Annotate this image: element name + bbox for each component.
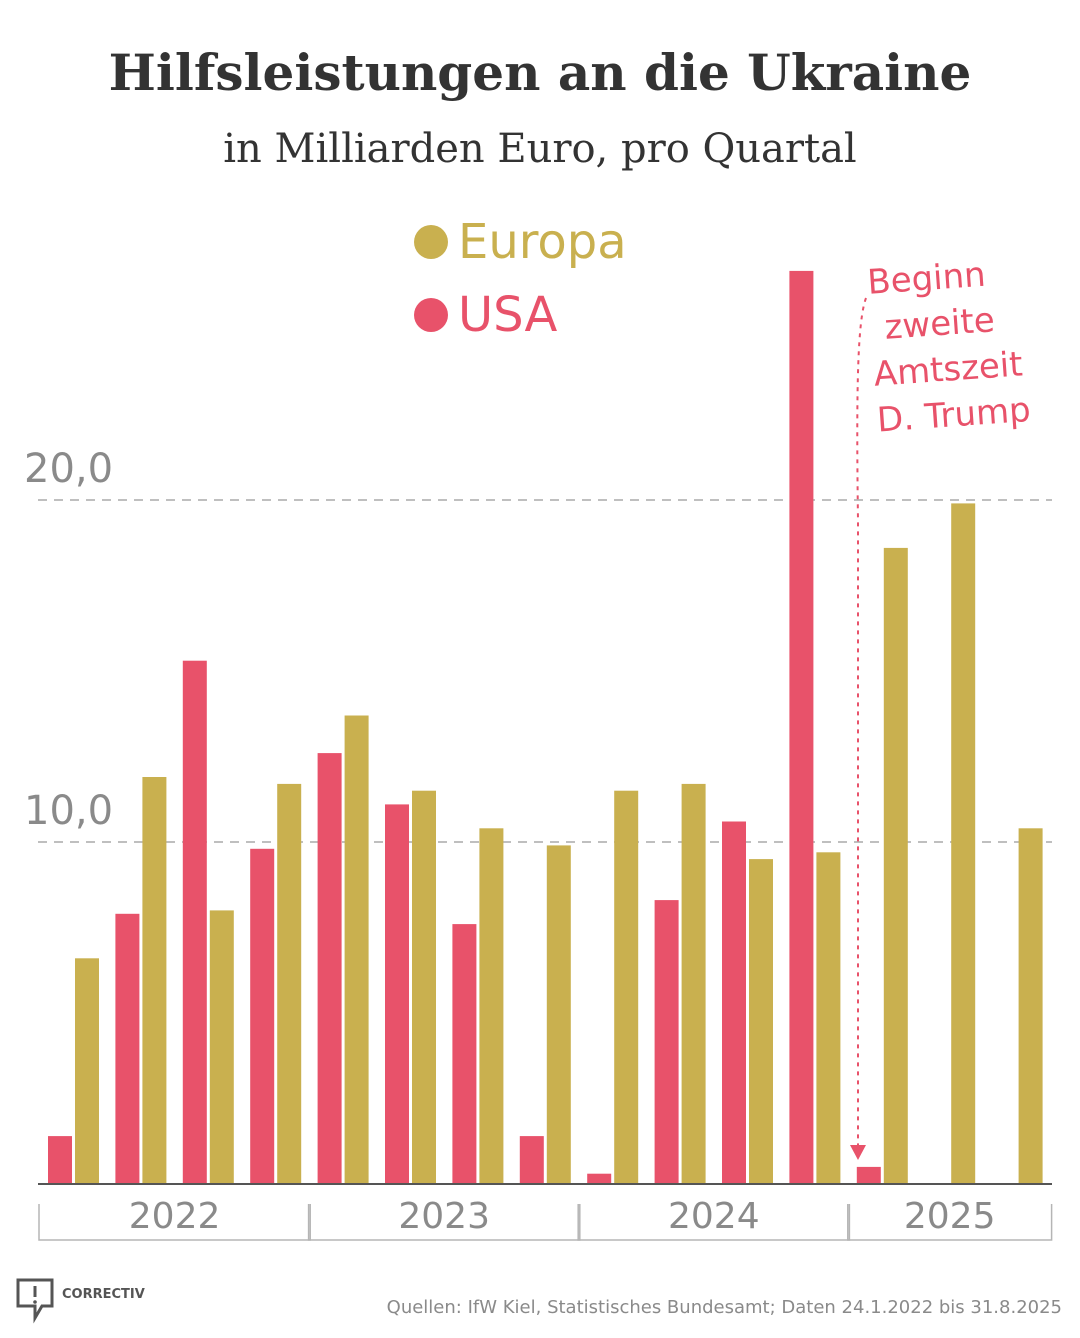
exclamation-dot <box>33 1300 37 1304</box>
bar-europa-q1-2025 <box>883 547 908 1184</box>
chart-subtitle: in Milliarden Euro, pro Quartal <box>223 126 856 172</box>
legend-europa-swatch <box>414 225 448 259</box>
correctiv-logo: CORRECTIV <box>16 1278 145 1324</box>
year-bracket-2022 <box>38 1204 311 1241</box>
year-label-2025: 2025 <box>904 1196 996 1237</box>
bar-europa-q1-2022 <box>75 958 99 1184</box>
bar-usa-q4-2022 <box>250 848 275 1184</box>
bar-usa-q3-2022 <box>182 660 207 1184</box>
year-label-2023: 2023 <box>398 1196 490 1237</box>
bar-usa-q2-2022 <box>115 913 140 1184</box>
bar-usa-q4-2023 <box>519 1136 544 1184</box>
annotation-line-2: zweite <box>883 300 996 348</box>
speech-bubble-exclamation-icon <box>16 1278 54 1324</box>
annotation-arrow <box>856 297 867 1150</box>
bar-europa-q3-2023 <box>479 828 504 1184</box>
y-tick-label-10,0: 10,0 <box>24 788 113 834</box>
source-note: Quellen: IfW Kiel, Statistisches Bundesa… <box>387 1297 1062 1318</box>
bar-usa-q1-2023 <box>317 753 342 1184</box>
bar-europa-q1-2024 <box>614 790 639 1184</box>
bar-europa-q1-2023 <box>344 715 369 1184</box>
bar-europa-q3-2025 <box>1018 828 1043 1184</box>
bar-europa-q2-2025 <box>951 503 976 1184</box>
chart-title: Hilfsleistungen an die Ukraine <box>109 43 972 102</box>
annotation-line-3: Amtszeit <box>872 344 1023 394</box>
bar-europa-q4-2024 <box>816 852 841 1184</box>
bar-europa-q3-2024 <box>749 859 773 1184</box>
bar-europa-q4-2022 <box>277 783 302 1184</box>
annotation: Beginn zweite Amtszeit D. Trump <box>850 252 1038 1160</box>
year-bracket-2024 <box>577 1204 851 1241</box>
bar-europa-q3-2022 <box>209 910 234 1184</box>
bar-usa-q4-2024 <box>789 270 814 1184</box>
legend-usa-label: USA <box>458 287 557 343</box>
year-groups: 2022 2023 2024 2025 <box>38 1196 1053 1241</box>
bar-usa-q2-2023 <box>385 804 409 1184</box>
annotation-line-4: D. Trump <box>876 390 1032 441</box>
bar-europa-q2-2024 <box>681 783 706 1184</box>
bar-europa-q4-2023 <box>546 845 571 1184</box>
bars <box>48 270 1043 1184</box>
y-tick-label-20,0: 20,0 <box>24 446 113 492</box>
annotation-line-1: Beginn <box>866 255 987 303</box>
bar-usa-q2-2024 <box>654 900 679 1184</box>
bar-usa-q1-2025 <box>856 1166 881 1184</box>
bar-usa-q1-2022 <box>48 1136 72 1184</box>
annotation-trump: Beginn zweite Amtszeit D. Trump <box>866 252 1038 441</box>
bar-usa-q3-2023 <box>452 924 477 1184</box>
year-bracket-2023 <box>307 1204 581 1241</box>
legend-usa-swatch <box>414 298 448 332</box>
year-bracket-2025 <box>847 1204 1053 1241</box>
bar-usa-q3-2024 <box>722 821 746 1184</box>
year-label-2024: 2024 <box>668 1196 760 1237</box>
bar-europa-q2-2023 <box>412 790 436 1184</box>
gridlines: 10,0 20,0 <box>24 446 1052 843</box>
bar-europa-q2-2022 <box>142 777 167 1184</box>
year-label-2022: 2022 <box>129 1196 221 1237</box>
legend: Europa USA <box>414 214 627 343</box>
legend-europa-label: Europa <box>458 214 627 270</box>
bar-usa-q1-2024 <box>587 1173 612 1184</box>
logo-text: CORRECTIV <box>62 1287 145 1302</box>
annotation-arrowhead <box>850 1145 866 1160</box>
